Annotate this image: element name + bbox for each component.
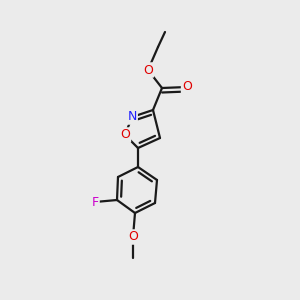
Text: N: N: [127, 110, 137, 124]
Text: O: O: [182, 80, 192, 94]
Text: O: O: [143, 64, 153, 76]
Text: O: O: [128, 230, 138, 244]
Text: O: O: [120, 128, 130, 142]
Text: F: F: [92, 196, 99, 208]
